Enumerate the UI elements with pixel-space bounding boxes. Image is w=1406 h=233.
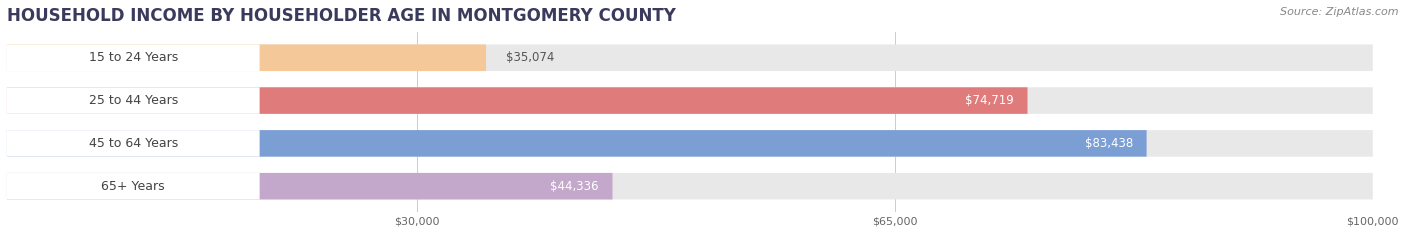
Text: $35,074: $35,074: [506, 51, 555, 64]
FancyBboxPatch shape: [7, 130, 260, 157]
Text: 25 to 44 Years: 25 to 44 Years: [89, 94, 179, 107]
FancyBboxPatch shape: [7, 173, 260, 199]
FancyBboxPatch shape: [7, 130, 1146, 157]
FancyBboxPatch shape: [7, 45, 1372, 71]
Text: 45 to 64 Years: 45 to 64 Years: [89, 137, 179, 150]
FancyBboxPatch shape: [7, 173, 1372, 199]
Text: 15 to 24 Years: 15 to 24 Years: [89, 51, 179, 64]
Text: $44,336: $44,336: [550, 180, 599, 193]
FancyBboxPatch shape: [7, 45, 486, 71]
FancyBboxPatch shape: [7, 87, 1372, 114]
FancyBboxPatch shape: [7, 130, 1372, 157]
Text: Source: ZipAtlas.com: Source: ZipAtlas.com: [1281, 7, 1399, 17]
FancyBboxPatch shape: [7, 87, 1028, 114]
Text: $74,719: $74,719: [965, 94, 1014, 107]
FancyBboxPatch shape: [7, 45, 260, 71]
FancyBboxPatch shape: [7, 87, 260, 114]
Text: 65+ Years: 65+ Years: [101, 180, 165, 193]
Text: HOUSEHOLD INCOME BY HOUSEHOLDER AGE IN MONTGOMERY COUNTY: HOUSEHOLD INCOME BY HOUSEHOLDER AGE IN M…: [7, 7, 676, 25]
Text: $83,438: $83,438: [1084, 137, 1133, 150]
FancyBboxPatch shape: [7, 173, 613, 199]
